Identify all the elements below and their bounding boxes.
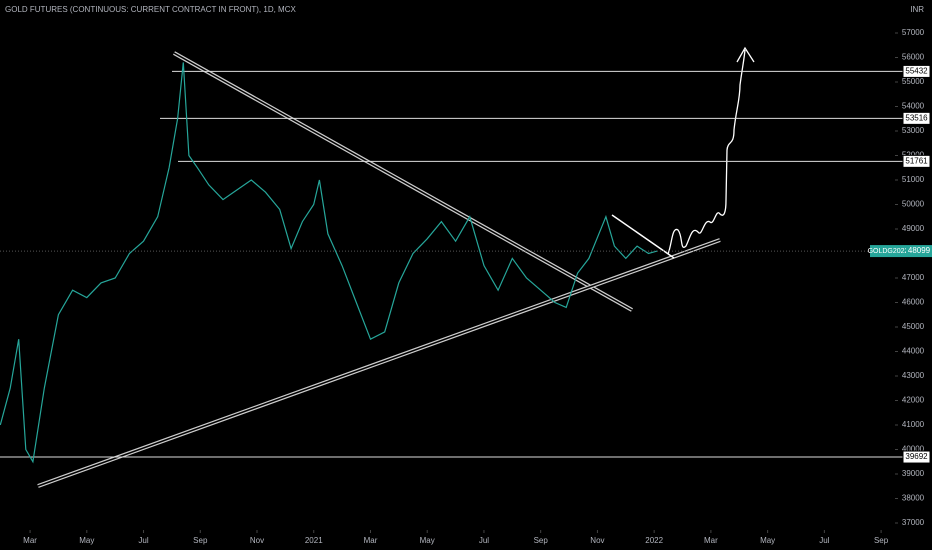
y-tick-label: 41000: [902, 420, 925, 429]
level-box: [902, 450, 931, 464]
y-tick-label: 39000: [902, 469, 925, 478]
symbol-box: [870, 245, 906, 258]
x-tick-label: Mar: [704, 536, 718, 545]
currency-label: INR: [910, 5, 924, 14]
x-tick-label: 2022: [645, 536, 663, 545]
y-tick-label: 49000: [902, 224, 925, 233]
y-tick-label: 57000: [902, 28, 925, 37]
x-tick-label: Mar: [23, 536, 37, 545]
y-tick-label: 38000: [902, 494, 925, 503]
chart-title: GOLD FUTURES (CONTINUOUS: CURRENT CONTRA…: [5, 5, 296, 14]
x-tick-label: Nov: [590, 536, 604, 545]
x-tick-label: Jul: [138, 536, 148, 545]
projection-arrow: [667, 46, 755, 255]
level-label: 53516: [905, 113, 928, 122]
x-tick-label: Mar: [364, 536, 378, 545]
y-tick-label: 56000: [902, 53, 925, 62]
y-tick-label: 51000: [902, 175, 925, 184]
x-tick-label: May: [760, 536, 775, 545]
y-tick-label: 47000: [902, 273, 925, 282]
y-tick-label: 40000: [902, 445, 925, 454]
y-tick-label: 53000: [902, 126, 925, 135]
trendline-inner: [37, 239, 721, 487]
level-label: 39692: [905, 452, 928, 461]
symbol-label: GOLDG2022: [868, 248, 909, 255]
level-box: [902, 111, 931, 125]
x-tick-label: May: [79, 536, 94, 545]
y-tick-label: 46000: [902, 298, 925, 307]
x-tick-label: May: [420, 536, 435, 545]
x-tick-label: Jul: [819, 536, 829, 545]
x-tick-label: Sep: [193, 536, 208, 545]
price-box: [906, 245, 932, 258]
trendline-inner: [173, 52, 633, 311]
level-box: [902, 154, 931, 168]
level-label: 55432: [905, 67, 928, 76]
level-label: 51761: [905, 156, 928, 165]
y-tick-label: 42000: [902, 396, 925, 405]
y-tick-label: 45000: [902, 322, 925, 331]
y-tick-label: 50000: [902, 200, 925, 209]
x-tick-label: Nov: [250, 536, 264, 545]
y-tick-label: 54000: [902, 102, 925, 111]
drawings: [37, 46, 755, 488]
y-tick-label: 44000: [902, 347, 925, 356]
level-box: [902, 64, 931, 78]
y-tick-label: 37000: [902, 518, 925, 527]
price-label: 48099: [908, 246, 931, 255]
x-tick-label: Sep: [874, 536, 889, 545]
y-tick-label: 43000: [902, 371, 925, 380]
y-tick-label: 55000: [902, 77, 925, 86]
x-tick-label: 2021: [305, 536, 323, 545]
x-tick-label: Sep: [534, 536, 549, 545]
price-line: [0, 62, 658, 464]
x-tick-label: Jul: [479, 536, 489, 545]
